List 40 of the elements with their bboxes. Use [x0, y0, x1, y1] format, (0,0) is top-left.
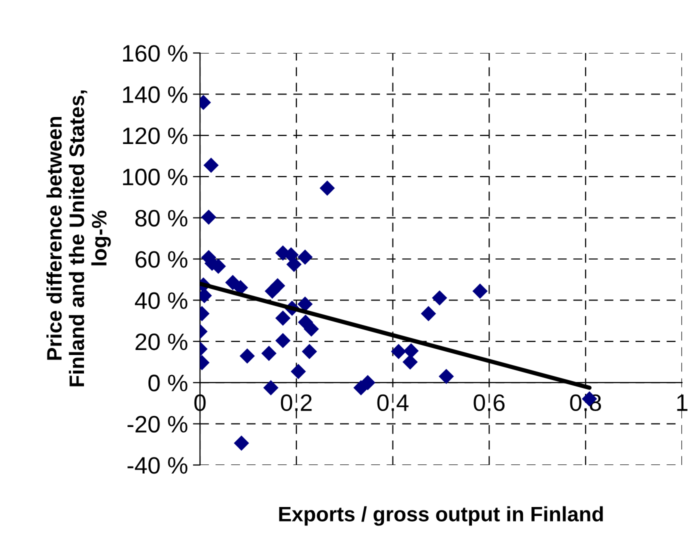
point	[360, 374, 376, 390]
y-tick-label: 0 %	[148, 374, 188, 392]
point	[275, 332, 291, 348]
point	[420, 306, 436, 322]
x-tick-label: 0.4	[377, 394, 409, 412]
y-tick-label: 120 %	[123, 127, 188, 144]
y-tick-label: 160 %	[123, 45, 188, 62]
y-tick-label: -40 %	[128, 457, 188, 474]
point	[390, 344, 406, 360]
point	[438, 368, 454, 384]
point	[404, 343, 419, 358]
y-tick-label: 40 %	[134, 292, 188, 309]
point	[275, 310, 291, 326]
point	[201, 210, 216, 225]
point	[286, 256, 302, 272]
y-tick-label: 100 %	[123, 168, 188, 186]
y-tick-label: 140 %	[123, 86, 188, 103]
point	[264, 284, 280, 299]
point	[320, 180, 335, 196]
y-tick-label: 60 %	[136, 251, 188, 268]
point	[297, 250, 313, 265]
point	[290, 364, 306, 380]
point	[234, 436, 250, 451]
y-tick-label: -20 %	[128, 416, 188, 433]
y-axis-title: Price difference between Finland and the United States, log-%	[46, 90, 111, 386]
y-tick-label: 20 %	[136, 333, 188, 350]
point	[240, 348, 255, 364]
point	[304, 321, 319, 337]
point	[297, 296, 313, 312]
point	[261, 346, 277, 361]
x-axis-title: Exports / gross output in Finland	[279, 506, 603, 526]
point	[203, 158, 219, 173]
point	[472, 284, 488, 299]
x-tick-label: 0.6	[474, 394, 505, 412]
point	[432, 290, 448, 306]
point	[302, 344, 318, 360]
point	[402, 354, 418, 370]
x-tick-label: 0.2	[280, 394, 312, 412]
point	[263, 380, 278, 396]
y-tick-label: 80 %	[135, 210, 188, 227]
